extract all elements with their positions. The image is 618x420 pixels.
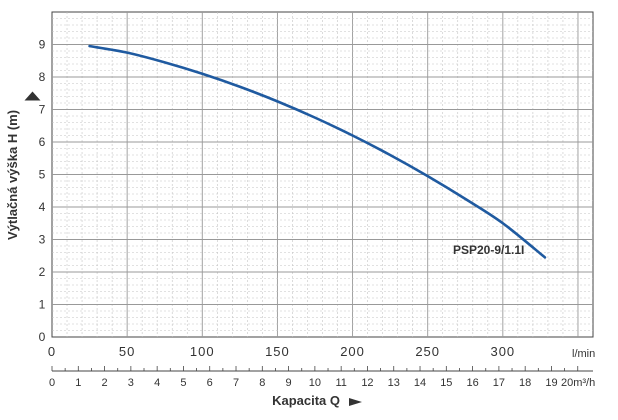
x2-tick-label: 2 (102, 377, 108, 389)
x2-tick-label: 11 (335, 377, 346, 389)
x2-tick-label: 10 (309, 377, 321, 389)
x2-tick-label: 16 (466, 377, 478, 389)
x2-tick-label: 4 (154, 377, 160, 389)
x-tick-label: 150 (265, 344, 290, 359)
x2-tick-label: 1 (75, 377, 81, 389)
x2-tick-label: 0 (49, 377, 55, 389)
y-tick-label: 1 (39, 298, 46, 312)
x2-tick-label: 3 (128, 377, 134, 389)
x2-tick-label: 14 (414, 377, 426, 389)
x2-tick-label: 15 (440, 377, 452, 389)
x2-tick-label: 13 (388, 377, 400, 389)
x2-tick-label: 7 (233, 377, 239, 389)
x-axis-arrow-icon (349, 398, 362, 406)
x-tick-label: 250 (415, 344, 440, 359)
y-tick-labels: 0 1 2 3 4 5 6 7 8 9 (39, 38, 46, 345)
x2-tick-label: 5 (180, 377, 186, 389)
y-tick-label: 4 (39, 200, 46, 214)
x-tick-label: 300 (490, 344, 515, 359)
y-tick-label: 7 (39, 103, 46, 117)
x-tick-labels: 0 50 100 150 200 250 300 (48, 344, 515, 359)
y-axis-label: Výtlačná výška H (m) (5, 110, 20, 240)
x-tick-label: 50 (119, 344, 135, 359)
series-label: PSP20-9/1.1I (453, 243, 524, 257)
x-axis-label: Kapacita Q (272, 393, 340, 408)
series-group: PSP20-9/1.1I (88, 44, 547, 259)
x-tick-label: 0 (48, 344, 56, 359)
x2-tick-label: 18 (519, 377, 531, 389)
x2-tick-label: 8 (259, 377, 265, 389)
series-line (88, 44, 547, 259)
y-axis-arrow-icon (24, 91, 41, 101)
x2-tick-label: 17 (493, 377, 505, 389)
x2-tick-label: 12 (361, 377, 373, 389)
y-tick-label: 0 (39, 330, 46, 344)
x-tick-label: 100 (190, 344, 215, 359)
y-tick-label: 5 (39, 168, 46, 182)
y-tick-label: 3 (39, 233, 46, 247)
x2-tick-label: 9 (286, 377, 292, 389)
x-unit-label: l/min (572, 348, 595, 360)
secondary-x-axis: 0 1 2 3 4 5 6 7 8 9 10 11 12 13 14 15 16 17 18 19 (49, 366, 593, 389)
grid (52, 12, 593, 337)
x2-tick-label: 6 (207, 377, 213, 389)
x2-unit-label: 20m³/h (561, 377, 595, 389)
x-tick-label: 200 (340, 344, 365, 359)
y-tick-label: 8 (39, 70, 46, 84)
x2-tick-label: 19 (545, 377, 557, 389)
y-tick-label: 6 (39, 135, 46, 149)
y-tick-label: 9 (39, 38, 46, 52)
y-tick-label: 2 (39, 265, 46, 279)
